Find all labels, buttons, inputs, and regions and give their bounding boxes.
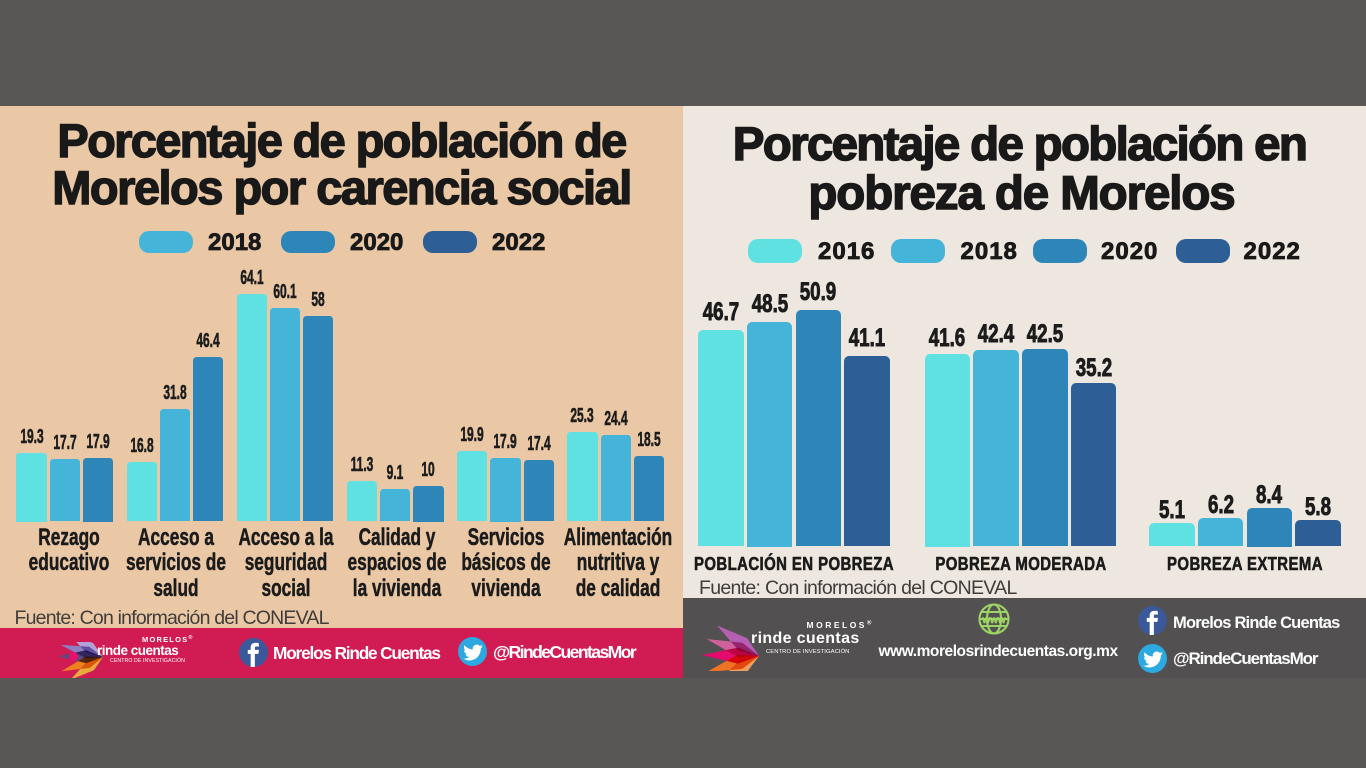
svg-text:www: www [981,615,1006,626]
